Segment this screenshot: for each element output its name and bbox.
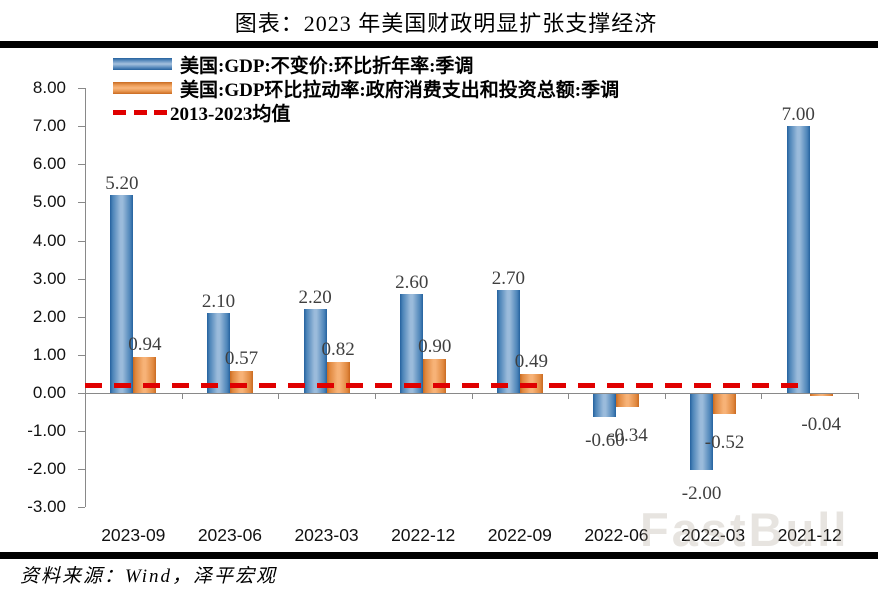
value-label-gdp-2023-09: 5.20	[105, 172, 139, 194]
x-axis-tick-mark	[471, 393, 473, 399]
y-axis-tick-mark	[78, 393, 85, 394]
value-label-gov-2023-06: 0.57	[224, 348, 259, 370]
y-axis-tick-mark	[78, 469, 85, 471]
watermark: FastBull	[640, 503, 850, 556]
y-axis-tick-label: -1.00	[27, 421, 66, 441]
x-axis-tick-mark	[858, 393, 859, 399]
blue-bar-swatch-icon	[113, 58, 172, 70]
value-label-gov-2023-09: 0.94	[128, 334, 162, 356]
legend-label-mean: 2013-2023均值	[170, 103, 291, 125]
bar-gov-2023-06	[229, 371, 253, 393]
x-axis-label-2023-03: 2023-03	[294, 525, 359, 545]
bar-gdp-2022-09	[496, 290, 520, 393]
value-label-gdp-2021-12: 7.00	[781, 104, 815, 126]
y-axis-tick-label: 4.00	[32, 230, 66, 250]
x-axis-tick-mark	[761, 393, 763, 399]
source-note: 资料来源：Wind，泽平宏观	[20, 566, 278, 587]
red-dashed-line-icon	[113, 109, 167, 115]
y-axis-tick-label: 6.00	[32, 154, 66, 174]
legend-label-gdp: 美国:GDP:不变价:环比折年率:季调	[180, 55, 474, 77]
value-label-gdp-2022-03: -2.00	[681, 483, 722, 505]
bar-gdp-2023-09	[110, 194, 134, 393]
y-axis-line	[85, 88, 86, 507]
legend-item-mean: 2013-2023均值	[113, 100, 619, 125]
top-divider-rule	[0, 41, 878, 48]
y-axis-tick-mark	[78, 126, 85, 128]
y-axis-tick-mark	[78, 354, 85, 356]
y-axis-tick-mark	[78, 507, 85, 509]
value-label-gdp-2022-12: 2.60	[395, 271, 429, 293]
y-axis-tick-label: 5.00	[32, 192, 66, 212]
orange-bar-swatch-icon	[113, 82, 172, 94]
bar-gov-2022-03	[713, 394, 737, 414]
value-label-gdp-2023-03: 2.20	[298, 287, 332, 309]
chart-title: 图表：2023 年美国财政明显扩张支撑经济	[234, 11, 658, 36]
bar-gov-2022-06	[616, 394, 640, 407]
y-axis-tick-mark	[78, 88, 85, 89]
value-label-gov-2022-09: 0.49	[514, 351, 548, 373]
y-axis-tick-mark	[78, 431, 85, 433]
x-axis-tick-mark	[568, 393, 570, 399]
x-axis-tick-mark	[374, 393, 376, 399]
bar-gdp-2021-12	[786, 126, 810, 393]
value-label-gdp-2022-06: -0.60	[585, 429, 625, 451]
y-axis-tick-label: 3.00	[32, 268, 66, 288]
value-label-gdp-2022-09: 2.70	[491, 268, 525, 290]
bar-gdp-2022-12	[400, 293, 424, 393]
legend-label-gov: 美国:GDP环比拉动率:政府消费支出和投资总额:季调	[180, 79, 620, 101]
x-axis-label-2023-09: 2023-09	[101, 525, 166, 545]
x-axis-label-2021-12: 2021-12	[777, 525, 842, 545]
value-label-gov-2022-12: 0.90	[418, 335, 452, 357]
y-axis-tick-label: -2.00	[27, 459, 66, 479]
value-label-gov-2023-03: 0.82	[321, 338, 355, 360]
bar-gdp-2022-03	[690, 394, 714, 471]
y-axis-tick-label: -3.00	[27, 497, 66, 517]
y-axis-tick-label: 7.00	[32, 116, 66, 136]
mean-dashed-line	[85, 383, 810, 389]
y-axis-tick-label: 0.00	[32, 383, 66, 402]
legend: 美国:GDP:不变价:环比折年率:季调 美国:GDP环比拉动率:政府消费支出和投…	[113, 52, 620, 125]
x-axis-tick-mark	[181, 393, 183, 399]
value-label-gov-2021-12: -0.04	[801, 413, 841, 435]
value-label-gdp-2023-06: 2.10	[201, 290, 236, 312]
bar-gdp-2023-06	[206, 312, 230, 393]
x-axis-label-2022-12: 2022-12	[391, 525, 456, 545]
y-axis-tick-mark	[78, 164, 85, 166]
x-axis-label-2022-03: 2022-03	[680, 525, 746, 545]
x-axis-tick-mark	[85, 393, 86, 399]
legend-item-gdp: 美国:GDP:不变价:环比折年率:季调	[113, 52, 619, 77]
y-axis-tick-mark	[78, 278, 85, 280]
value-label-gov-2022-03: -0.52	[704, 431, 745, 453]
bar-gdp-2023-03	[303, 309, 327, 393]
y-axis-tick-mark	[78, 240, 85, 242]
x-axis-label-2022-06: 2022-06	[584, 525, 649, 545]
bar-gov-2021-12	[809, 394, 833, 396]
x-axis-tick-mark	[664, 393, 666, 399]
x-axis-label-2023-06: 2023-06	[197, 525, 263, 545]
y-axis-tick-mark	[78, 316, 85, 318]
value-label-gov-2022-06: -0.34	[608, 424, 648, 446]
x-axis-label-2022-09: 2022-09	[487, 525, 552, 545]
y-axis-tick-label: 2.00	[32, 306, 66, 326]
bottom-divider-rule	[0, 552, 878, 559]
x-axis-tick-mark	[278, 393, 280, 399]
bar-gdp-2022-06	[593, 394, 617, 417]
y-axis-tick-label: 8.00	[32, 78, 66, 97]
legend-item-gov: 美国:GDP环比拉动率:政府消费支出和投资总额:季调	[113, 76, 620, 101]
y-axis-tick-label: 1.00	[32, 344, 66, 364]
y-axis-tick-mark	[78, 202, 85, 204]
